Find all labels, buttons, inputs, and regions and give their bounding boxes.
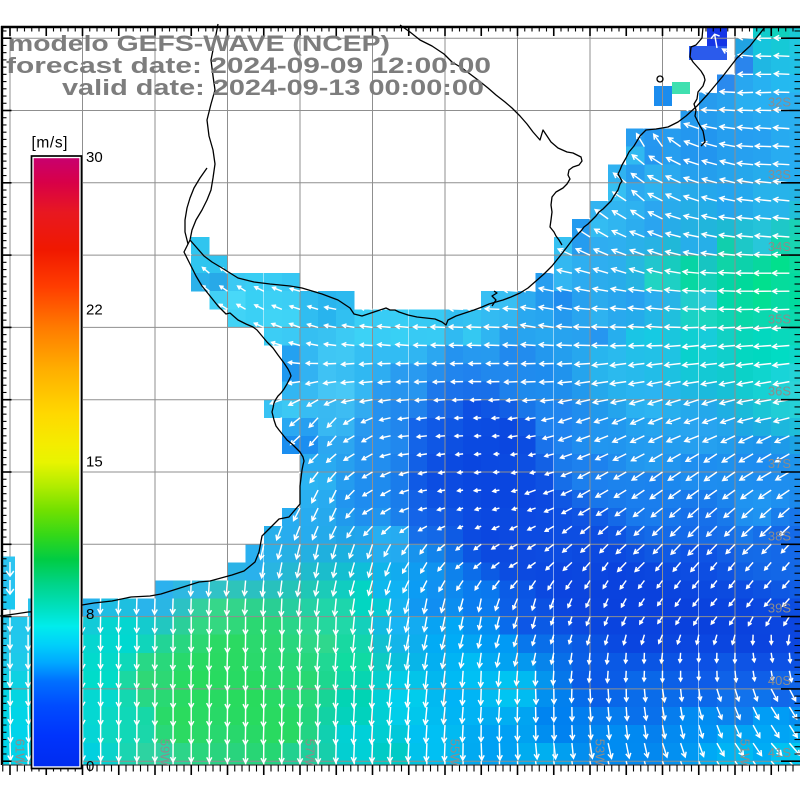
svg-text:55W: 55W [448, 739, 463, 766]
svg-text:32S: 32S [768, 95, 791, 110]
svg-text:36S: 36S [768, 384, 791, 399]
svg-text:valid date: 2024-09-13 00:00:0: valid date: 2024-09-13 00:00:00 [62, 75, 484, 100]
svg-text:37S: 37S [768, 456, 791, 471]
svg-text:34S: 34S [768, 239, 791, 254]
svg-text:59W: 59W [158, 739, 173, 766]
svg-text:57W: 57W [303, 739, 318, 766]
svg-text:33S: 33S [768, 167, 791, 182]
svg-text:8: 8 [86, 606, 94, 623]
svg-text:modelo GEFS-WAVE (NCEP): modelo GEFS-WAVE (NCEP) [8, 31, 390, 56]
svg-text:22: 22 [86, 301, 103, 318]
svg-text:30: 30 [86, 149, 103, 166]
svg-text:61W: 61W [13, 739, 28, 766]
svg-text:forecast date: 2024-09-09 12:0: forecast date: 2024-09-09 12:00:00 [6, 53, 491, 78]
svg-text:40S: 40S [768, 673, 791, 688]
svg-text:35S: 35S [768, 311, 791, 326]
svg-text:51W: 51W [738, 739, 753, 766]
svg-text:41S: 41S [768, 745, 791, 760]
svg-text:0: 0 [86, 758, 94, 775]
svg-text:39S: 39S [768, 601, 791, 616]
svg-text:38S: 38S [768, 528, 791, 543]
svg-text:53W: 53W [593, 739, 608, 766]
svg-text:[m/s]: [m/s] [32, 135, 69, 152]
svg-text:15: 15 [86, 454, 103, 471]
